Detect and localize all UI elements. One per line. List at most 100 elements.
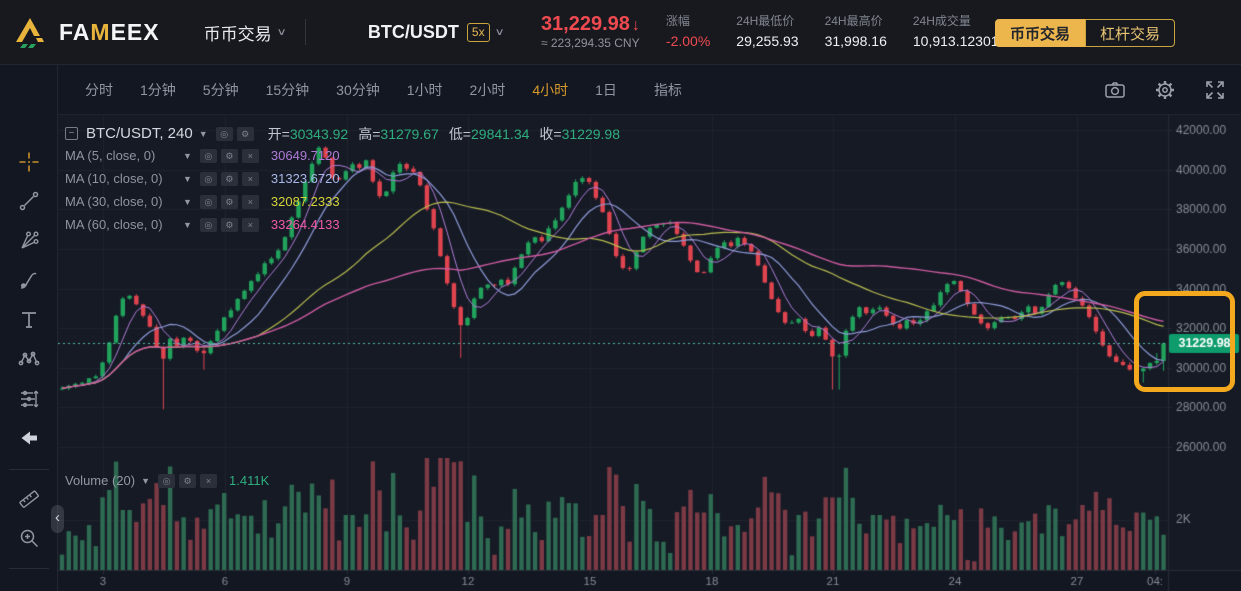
ma-legend-row: MA (30, close, 0) ▼ ◎ ⚙ × 32087.2333 <box>65 194 340 209</box>
toolbar-icons <box>1103 65 1227 115</box>
chart-area: Chart by TradingView − BTC/USDT, 240 ▼ ◎… <box>51 115 1241 591</box>
ma10-value: 31323.6720 <box>270 171 340 186</box>
tf-realtime[interactable]: 分时 <box>85 81 113 98</box>
sidebar-divider <box>9 568 49 569</box>
logo-text: FAMEEX <box>59 18 160 45</box>
ma60-value: 33264.4133 <box>270 217 340 232</box>
last-price: 31,229.98 <box>540 13 630 36</box>
chevron-down-icon[interactable]: ▼ <box>183 150 192 161</box>
header-divider <box>304 19 306 45</box>
fameex-logo-icon <box>16 18 44 48</box>
close-icon[interactable]: × <box>241 148 259 163</box>
chevron-down-icon: ∨ <box>276 26 287 38</box>
eye-icon[interactable]: ◎ <box>199 217 217 232</box>
forecast-icon[interactable] <box>17 387 41 411</box>
tf-30m[interactable]: 30分钟 <box>336 81 380 98</box>
low-stat: 24H最低价 29,255.93 <box>736 14 799 49</box>
tf-1d[interactable]: 1日 <box>595 81 617 98</box>
gear-icon[interactable]: ⚙ <box>236 126 254 141</box>
chart-toolbar: 分时 1分钟 5分钟 15分钟 30分钟 1小时 2小时 4小时 1日 指标 <box>58 65 1241 115</box>
fameex-logo[interactable]: FAMEEX <box>14 14 160 50</box>
brush-icon[interactable] <box>17 269 41 293</box>
eye-icon[interactable]: ◎ <box>199 148 217 163</box>
close-icon[interactable]: × <box>241 194 259 209</box>
fullscreen-icon[interactable] <box>1203 78 1227 102</box>
high-value: 31279.67 <box>380 125 439 142</box>
eye-icon[interactable]: ◎ <box>158 473 176 488</box>
ma5-value: 30649.7120 <box>270 148 340 163</box>
trendline-icon[interactable] <box>17 189 41 213</box>
highlight-annotation-box <box>1134 291 1235 392</box>
trade-mode-buttons: 币币交易 杠杆交易 <box>995 19 1175 47</box>
eye-icon[interactable]: ◎ <box>199 194 217 209</box>
zoom-in-icon[interactable] <box>17 526 41 550</box>
ma30-value: 32087.2333 <box>270 194 340 209</box>
tf-4h-active[interactable]: 4小时 <box>532 81 569 98</box>
ma-legend-row: MA (5, close, 0) ▼ ◎ ⚙ × 30649.7120 <box>65 148 340 163</box>
symbol-title: BTC/USDT, 240 <box>86 125 193 142</box>
xabcd-pattern-icon[interactable] <box>17 347 41 371</box>
price-fiat: ≈ 223,294.35 CNY <box>540 36 640 51</box>
drawing-tools-sidebar <box>0 65 58 591</box>
gear-icon[interactable]: ⚙ <box>179 473 197 488</box>
high-stat: 24H最高价 31,998.16 <box>824 14 887 49</box>
ruler-icon[interactable] <box>17 487 41 511</box>
volume-label: Volume (20) <box>65 473 136 488</box>
pair-selector[interactable]: BTC/USDT 5x ∨ <box>367 21 505 43</box>
last-price-block: 31,229.98 ↓ ≈ 223,294.35 CNY <box>541 13 640 50</box>
gear-icon[interactable]: ⚙ <box>220 171 238 186</box>
tf-15m[interactable]: 15分钟 <box>265 81 310 98</box>
tf-5m[interactable]: 5分钟 <box>202 81 239 98</box>
margin-trade-button[interactable]: 杠杆交易 <box>1085 19 1175 47</box>
text-icon[interactable] <box>17 308 41 332</box>
indicators-button[interactable]: 指标 <box>653 81 682 98</box>
ma-legend-row: MA (10, close, 0) ▼ ◎ ⚙ × 31323.6720 <box>65 171 340 186</box>
chevron-down-icon[interactable]: ▼ <box>183 173 192 184</box>
close-icon[interactable]: × <box>241 171 259 186</box>
volume-value: 1.411K <box>229 473 270 488</box>
chevron-down-icon[interactable]: ▼ <box>183 196 192 207</box>
market-type-dropdown[interactable]: 币币交易 ∨ <box>203 24 287 44</box>
chevron-down-icon[interactable]: ▼ <box>183 219 192 230</box>
chevron-down-icon[interactable]: ▼ <box>141 475 151 486</box>
open-value: 30343.92 <box>289 125 349 142</box>
crosshair-icon[interactable] <box>17 150 41 174</box>
collapse-legend-icon[interactable]: − <box>65 127 78 140</box>
change-value: -2.00% <box>665 32 711 49</box>
chevron-down-icon[interactable]: ▼ <box>198 128 208 139</box>
tf-2h[interactable]: 2小时 <box>469 81 506 98</box>
low-value: 29,255.93 <box>736 32 799 49</box>
eye-icon[interactable]: ◎ <box>199 171 217 186</box>
leverage-badge: 5x <box>466 22 490 42</box>
gann-fan-icon[interactable] <box>17 229 41 253</box>
price-down-arrow-icon: ↓ <box>631 17 640 35</box>
sidebar-divider <box>9 469 49 470</box>
scroll-left-handle[interactable]: ‹ <box>51 505 64 533</box>
spot-trade-button[interactable]: 币币交易 <box>995 19 1085 47</box>
change-stat: 涨幅 -2.00% <box>665 14 711 49</box>
gear-icon[interactable]: ⚙ <box>220 217 238 232</box>
close-icon[interactable]: × <box>241 217 259 232</box>
ohlc-readout: 开=30343.92 高=31279.67 低=29841.34 收=31229.98 <box>267 125 620 142</box>
gear-icon[interactable]: ⚙ <box>220 194 238 209</box>
price-chart-canvas[interactable] <box>58 115 1241 591</box>
tf-1m[interactable]: 1分钟 <box>140 81 176 98</box>
high-value: 31,998.16 <box>824 32 887 49</box>
camera-icon[interactable] <box>1103 78 1127 102</box>
gear-icon[interactable]: ⚙ <box>220 148 238 163</box>
settings-gear-icon[interactable] <box>1153 78 1177 102</box>
close-value: 31229.98 <box>561 125 620 142</box>
volume-legend-row: Volume (20) ▼ ◎ ⚙ × 1.411K <box>65 473 269 488</box>
chevron-down-icon: ∨ <box>494 26 505 38</box>
low-value: 29841.34 <box>471 125 530 142</box>
ma-legend-row: MA (60, close, 0) ▼ ◎ ⚙ × 33264.4133 <box>65 217 340 232</box>
back-arrow-icon[interactable] <box>17 426 41 450</box>
tf-1h[interactable]: 1小时 <box>406 81 443 98</box>
chart-legend: − BTC/USDT, 240 ▼ ◎ ⚙ 开=30343.92 高=31279.… <box>65 123 630 236</box>
pair-label: BTC/USDT <box>367 21 459 42</box>
symbol-legend-row: − BTC/USDT, 240 ▼ ◎ ⚙ 开=30343.92 高=31279.… <box>65 123 630 144</box>
close-icon[interactable]: × <box>200 473 218 488</box>
header-bar: FAMEEX 币币交易 ∨ BTC/USDT 5x ∨ 31,229.98 ↓ ≈ … <box>0 0 1241 65</box>
eye-icon[interactable]: ◎ <box>215 126 233 141</box>
